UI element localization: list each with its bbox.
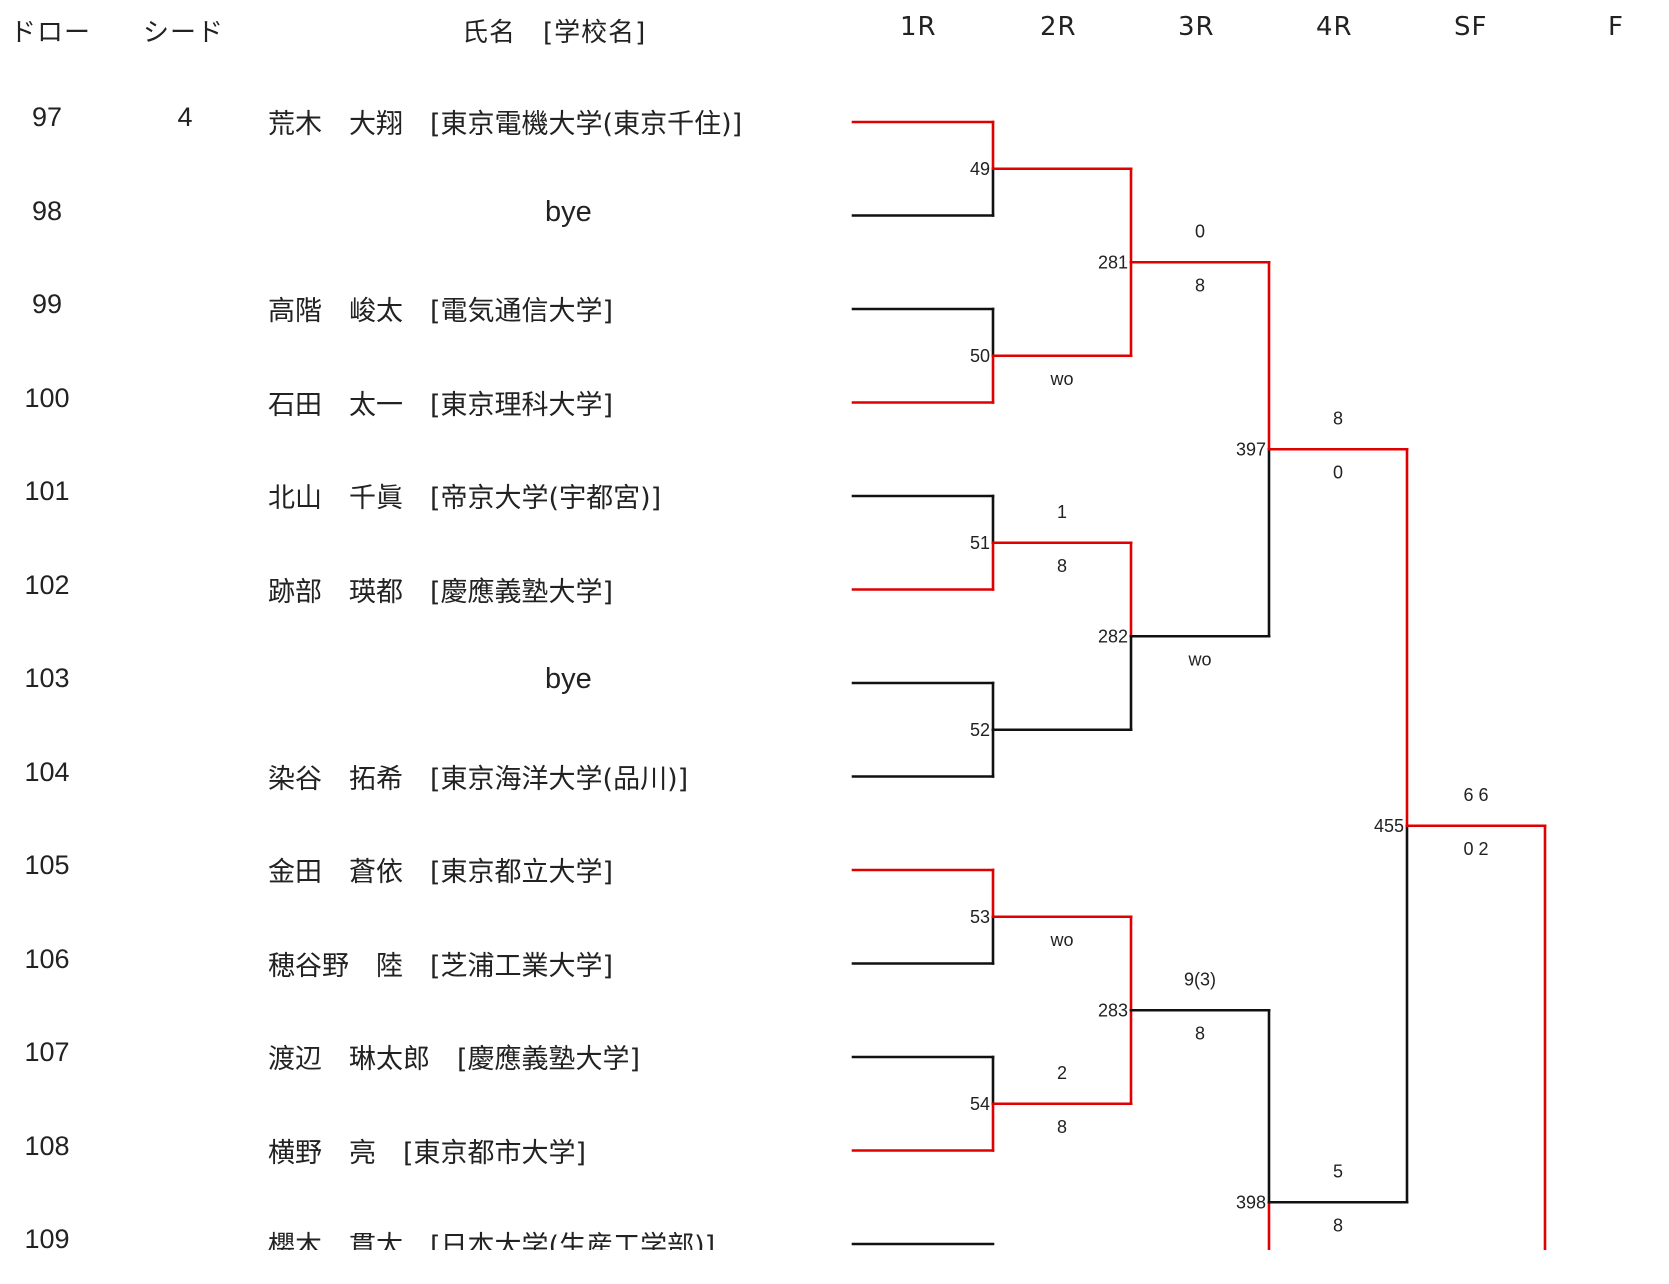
player-name-school: 北山 千眞 [帝京大学(宇都宮)] [268, 483, 662, 514]
score-top: 0 [1195, 221, 1205, 241]
player-row: 104 染谷 拓希 [東京海洋大学(品川)] [0, 757, 870, 797]
match-number: 455 [1374, 816, 1404, 836]
header-seed: シード [143, 18, 225, 48]
draw-number: 109 [24, 1224, 70, 1254]
player-row: 102 跡部 瑛都 [慶應義塾大学] [0, 570, 870, 610]
bye-label: bye [545, 195, 592, 228]
score-bottom: 0 [1333, 462, 1343, 482]
draw-number: 97 [31, 102, 63, 132]
draw-number: 107 [24, 1037, 70, 1067]
score-top: 1 [1057, 502, 1067, 522]
player-row: 107 渡辺 琳太郎 [慶應義塾大学] [0, 1037, 870, 1077]
draw-number: 98 [31, 195, 63, 226]
player-row: 108 横野 亮 [東京都市大学] [0, 1131, 870, 1171]
player-name-school: 高階 峻太 [電気通信大学] [268, 296, 614, 327]
player-row: 99 高階 峻太 [電気通信大学] [0, 289, 870, 329]
score-bottom: 8 [1057, 1117, 1067, 1137]
header-name-school: 氏名 [学校名] [462, 18, 647, 48]
header-round-3r: 3R [1178, 12, 1215, 42]
header-draw: ドロー [10, 18, 92, 48]
match-number: 54 [970, 1094, 990, 1114]
match-number: 52 [970, 720, 990, 740]
player-name-school: 金田 蒼依 [東京都立大学] [268, 857, 614, 888]
player-name-school: 染谷 拓希 [東京海洋大学(品川)] [268, 763, 689, 795]
draw-number: 105 [24, 850, 70, 880]
header-round-4r: 4R [1316, 12, 1353, 42]
score-bottom: wo [1049, 930, 1073, 950]
score-bottom: wo [1187, 649, 1211, 669]
score-bottom: 0 2 [1463, 839, 1488, 859]
score-bottom: 8 [1195, 275, 1205, 295]
crop-mask [0, 1250, 1669, 1284]
match-number: 397 [1236, 439, 1266, 459]
draw-number: 99 [31, 289, 63, 319]
draw-number: 100 [24, 382, 70, 413]
player-row: 97 4 荒木 大翔 [東京電機大学(東京千住)] [0, 102, 870, 142]
player-row: 100 石田 太一 [東京理科大学] [0, 383, 870, 423]
player-name-school: 渡辺 琳太郎 [慶應義塾大学] [268, 1044, 641, 1075]
seed-number: 4 [177, 102, 193, 132]
player-row: 101 北山 千眞 [帝京大学(宇都宮)] [0, 476, 870, 516]
score-bottom: 8 [1333, 1215, 1343, 1235]
player-name-school: 横野 亮 [東京都市大学] [268, 1137, 587, 1169]
draw-number: 102 [24, 569, 70, 600]
player-name-school: 荒木 大翔 [東京電機大学(東京千住)] [268, 109, 743, 140]
player-name-school: 石田 太一 [東京理科大学] [268, 389, 614, 421]
match-number: 282 [1098, 626, 1128, 646]
header-round-f: F [1608, 12, 1624, 42]
header-round-2r: 2R [1040, 12, 1077, 42]
header-round-1r: 1R [900, 12, 937, 42]
match-number: 50 [970, 346, 990, 366]
header-round-sf: SF [1454, 12, 1488, 42]
match-number: 49 [970, 159, 990, 179]
match-number: 51 [970, 533, 990, 553]
draw-number: 103 [24, 663, 70, 693]
player-name-school: 穂谷野 陸 [芝浦工業大学] [268, 950, 614, 982]
score-top: 8 [1333, 408, 1343, 428]
bye-label: bye [545, 663, 592, 695]
player-row: 105 金田 蒼依 [東京都立大学] [0, 850, 870, 890]
draw-number: 108 [24, 1130, 70, 1161]
match-number: 281 [1098, 252, 1128, 272]
match-number: 283 [1098, 1000, 1128, 1020]
player-row: 106 穂谷野 陸 [芝浦工業大学] [0, 944, 870, 984]
player-row: 98 bye [0, 196, 870, 236]
score-top: 2 [1057, 1063, 1067, 1083]
score-top: 5 [1333, 1161, 1343, 1181]
score-bottom: 8 [1057, 556, 1067, 576]
score-top: 6 6 [1463, 785, 1488, 805]
match-number: 398 [1236, 1192, 1266, 1212]
score-top: 9(3) [1184, 969, 1216, 989]
player-name-school: 跡部 瑛都 [慶應義塾大学] [268, 576, 614, 608]
draw-number: 106 [24, 943, 70, 974]
draw-number: 104 [24, 756, 70, 787]
draw-number: 101 [24, 476, 70, 506]
player-row: 103 bye [0, 663, 870, 703]
match-number: 53 [970, 907, 990, 927]
score-bottom: 8 [1195, 1023, 1205, 1043]
score-bottom: wo [1049, 369, 1073, 389]
